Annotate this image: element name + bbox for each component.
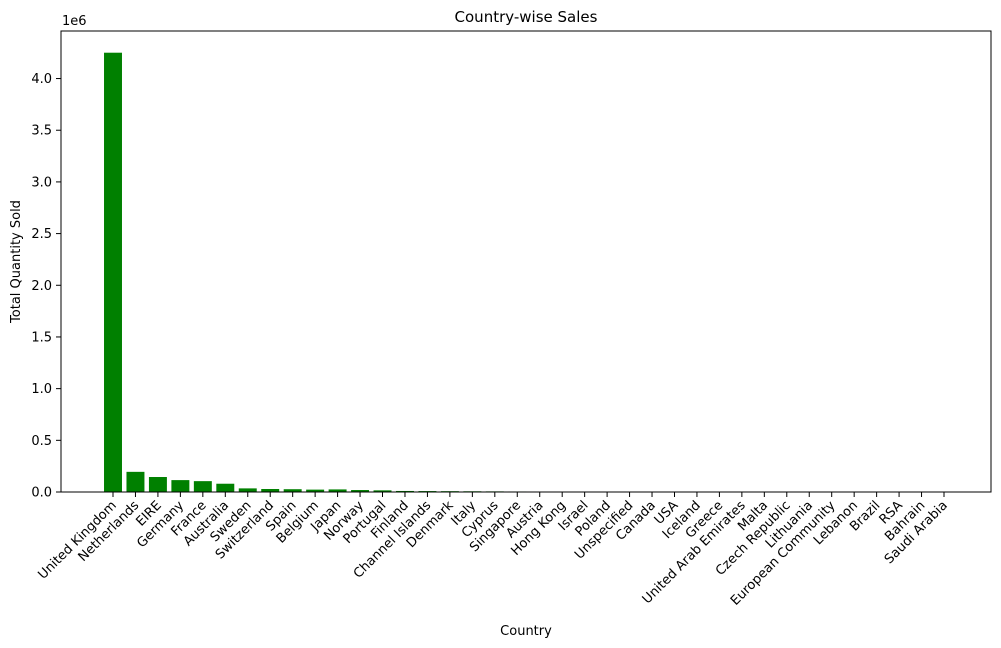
bar	[373, 490, 392, 492]
bar	[261, 489, 280, 492]
bar	[395, 490, 414, 492]
y-axis-offset-label: 1e6	[62, 14, 87, 29]
y-tick-label: 4.0	[31, 72, 52, 87]
y-tick-label: 3.5	[31, 124, 52, 139]
bar	[328, 489, 347, 492]
y-tick-label: 3.0	[31, 175, 52, 190]
chart-title: Country-wise Sales	[455, 8, 598, 26]
bar	[306, 489, 325, 492]
bar	[104, 52, 122, 493]
y-axis-ticks: 0.0 0.5 1.0 1.5 2.0 2.5 3.0 3.5 4.0	[31, 72, 61, 501]
bar	[351, 490, 370, 492]
y-tick-label: 1.0	[31, 382, 52, 397]
bar	[238, 488, 257, 492]
y-tick-label: 0.0	[31, 486, 52, 501]
bar	[216, 483, 235, 492]
y-axis-title: Total Quantity Sold	[9, 200, 24, 324]
plot-frame	[60, 30, 992, 493]
y-tick-label: 0.5	[31, 434, 52, 449]
y-tick-label: 2.5	[31, 227, 52, 242]
x-axis-title: Country	[500, 624, 552, 639]
bar	[171, 480, 190, 492]
bar	[283, 489, 302, 492]
bar	[148, 477, 167, 492]
y-tick-label: 2.0	[31, 279, 52, 294]
x-axis-ticks: United KingdomNetherlandsEIREGermanyFran…	[35, 492, 951, 609]
y-tick-label: 1.5	[31, 330, 52, 345]
bars	[104, 52, 953, 493]
bar	[193, 481, 212, 492]
bar	[126, 471, 145, 492]
